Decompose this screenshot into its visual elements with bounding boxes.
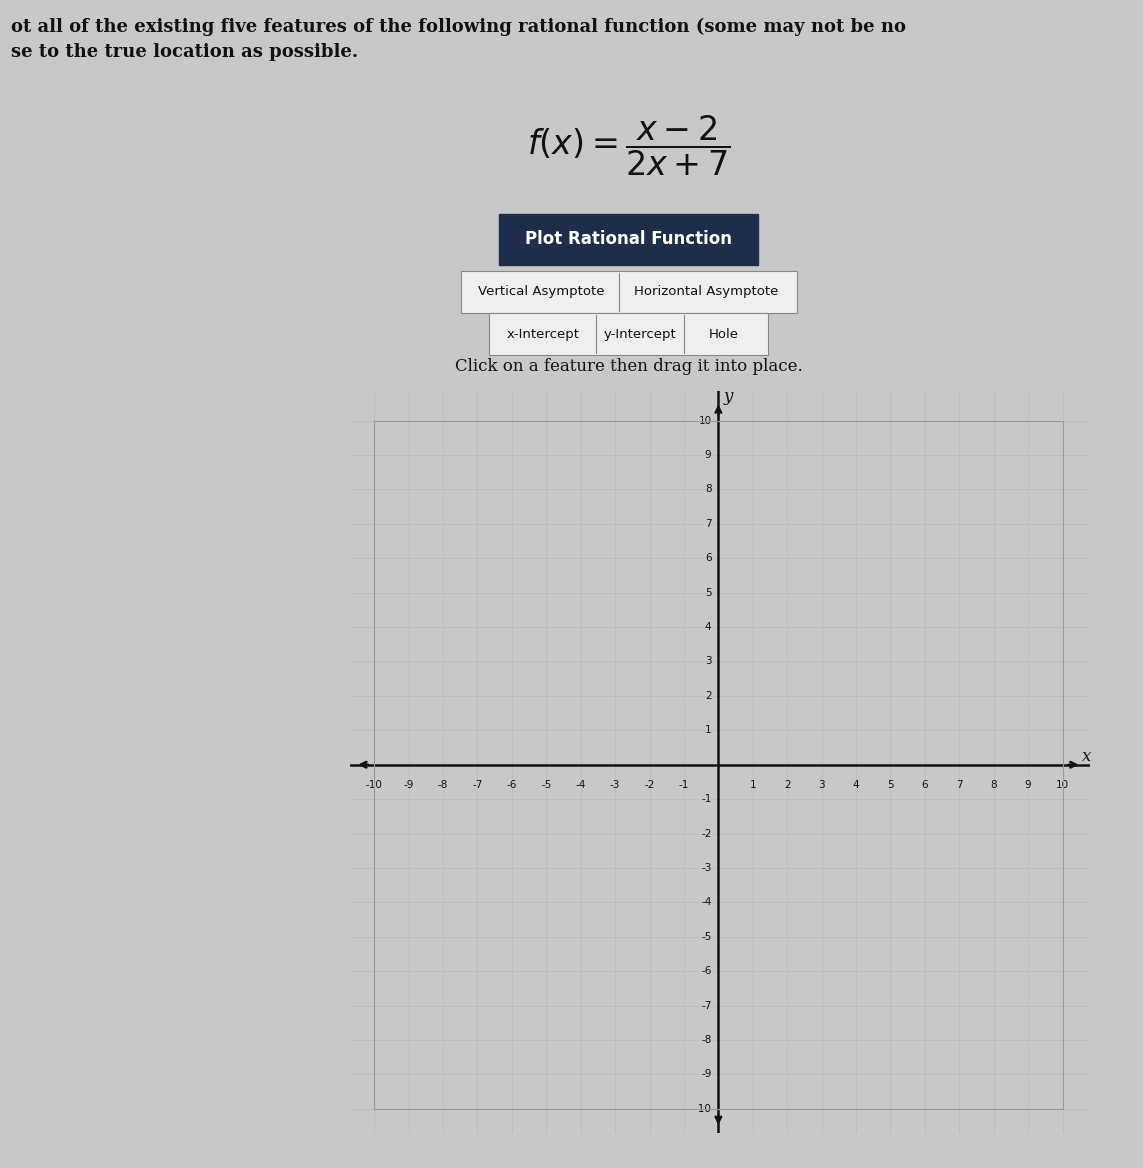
Text: -5: -5 — [701, 932, 711, 941]
Text: Vertical Asymptote: Vertical Asymptote — [478, 285, 604, 299]
Text: -7: -7 — [472, 780, 482, 791]
Text: y: y — [724, 388, 734, 405]
Text: 3: 3 — [705, 656, 711, 667]
Text: 9: 9 — [1025, 780, 1031, 791]
Text: -6: -6 — [506, 780, 517, 791]
Text: -8: -8 — [701, 1035, 711, 1045]
Text: 5: 5 — [705, 588, 711, 598]
Text: -2: -2 — [701, 828, 711, 839]
Text: 1: 1 — [705, 725, 711, 736]
Text: -6: -6 — [701, 966, 711, 976]
Text: 6: 6 — [705, 554, 711, 563]
Text: 2: 2 — [705, 690, 711, 701]
Text: y-Intercept: y-Intercept — [604, 327, 676, 341]
Text: 3: 3 — [818, 780, 825, 791]
Text: $f(x) = \dfrac{x - 2}{2x + 7}$: $f(x) = \dfrac{x - 2}{2x + 7}$ — [527, 113, 730, 179]
Text: 8: 8 — [990, 780, 997, 791]
Text: -4: -4 — [576, 780, 586, 791]
Text: Hole: Hole — [709, 327, 738, 341]
Text: -4: -4 — [701, 897, 711, 908]
Text: 7: 7 — [956, 780, 962, 791]
Text: x: x — [1082, 748, 1092, 765]
Text: 9: 9 — [705, 450, 711, 460]
Text: 10: 10 — [1056, 780, 1069, 791]
Text: -2: -2 — [645, 780, 655, 791]
Text: se to the true location as possible.: se to the true location as possible. — [11, 43, 359, 61]
Text: 5: 5 — [887, 780, 894, 791]
Text: -9: -9 — [403, 780, 414, 791]
Text: 8: 8 — [705, 485, 711, 494]
Text: 2: 2 — [784, 780, 791, 791]
Text: Horizontal Asymptote: Horizontal Asymptote — [634, 285, 778, 299]
Text: 7: 7 — [705, 519, 711, 529]
Text: -10: -10 — [695, 1104, 711, 1114]
Text: Click on a feature then drag it into place.: Click on a feature then drag it into pla… — [455, 359, 802, 375]
Text: -5: -5 — [541, 780, 551, 791]
Text: 1: 1 — [750, 780, 757, 791]
Text: Plot Rational Function: Plot Rational Function — [525, 230, 733, 249]
Text: x-Intercept: x-Intercept — [507, 327, 581, 341]
Text: 6: 6 — [921, 780, 928, 791]
Text: -3: -3 — [610, 780, 621, 791]
Text: -1: -1 — [679, 780, 689, 791]
Text: -8: -8 — [438, 780, 448, 791]
Text: -7: -7 — [701, 1001, 711, 1010]
Text: 4: 4 — [853, 780, 860, 791]
Text: -1: -1 — [701, 794, 711, 804]
Text: ot all of the existing five features of the following rational function (some ma: ot all of the existing five features of … — [11, 18, 906, 36]
Text: -3: -3 — [701, 863, 711, 872]
Text: 10: 10 — [698, 416, 711, 425]
Text: -9: -9 — [701, 1070, 711, 1079]
Text: -10: -10 — [366, 780, 383, 791]
Text: 4: 4 — [705, 623, 711, 632]
